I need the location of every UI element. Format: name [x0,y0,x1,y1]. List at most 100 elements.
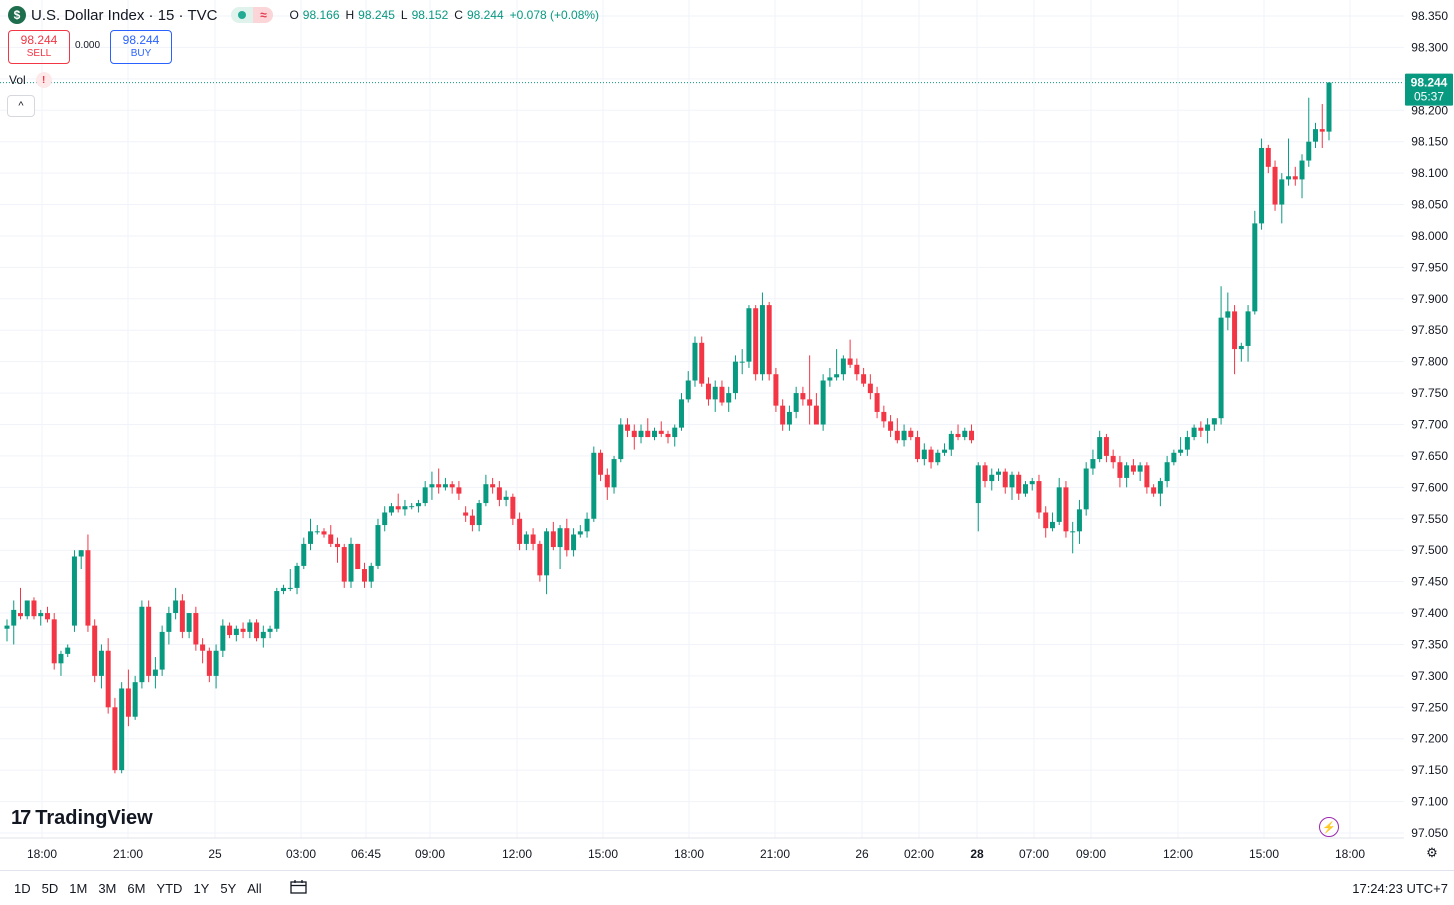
candle-body [834,374,840,378]
candle-body [1211,418,1217,425]
candle-body [948,433,954,450]
candle-body [173,600,179,614]
warning-icon[interactable]: ! [35,72,52,88]
time-axis: 18:00 21:00 25 03:00 06:45 09:00 12:00 15:00 18:… [27,847,1365,861]
time-tick-label: 09:00 [415,847,445,861]
range-1d[interactable]: 1D [14,881,31,896]
candle-body [1002,471,1008,488]
range-ytd[interactable]: YTD [156,881,183,896]
candle-body [820,380,826,425]
candle-body [503,496,509,500]
candle-body [260,631,266,639]
time-tick-label: 25 [208,847,222,861]
sell-button[interactable]: 98.244 SELL [8,30,70,64]
candle-body [1036,481,1042,513]
candle-body [712,386,718,400]
candle-body [395,506,401,510]
candle-body [402,506,408,510]
range-1m[interactable]: 1M [69,881,88,896]
candle-body [456,487,462,494]
price-tick-label: 98.300 [1411,40,1448,54]
sell-label: SELL [26,48,52,59]
candle-body [1218,317,1224,419]
candle-body [112,707,118,771]
candle-body [672,427,678,438]
price-tick-label: 98.350 [1411,9,1448,23]
candle-body [766,305,772,375]
candle-body [523,534,529,544]
time-tick-label: 28 [970,847,984,861]
candle-body [422,487,428,504]
tradingview-logo[interactable]: 17 TradingView [11,807,153,830]
range-buttons: 1D 5D 1M 3M 6M YTD 1Y 5Y All [14,881,262,896]
price-tick-label: 97.250 [1411,700,1448,714]
candle-body [631,430,637,438]
bottom-toolbar: 1D 5D 1M 3M 6M YTD 1Y 5Y All 17:24:23 UT… [0,870,1454,905]
candle-body [166,613,172,632]
symbol-title[interactable]: U.S. Dollar Index · 15 · TVC [31,6,218,24]
candle-body [1299,160,1305,180]
candle-body [1326,82,1332,132]
gear-icon[interactable]: ⚙ [1426,845,1438,860]
range-all[interactable]: All [247,881,262,896]
candle-body [786,411,792,425]
candle-body [179,600,185,632]
candle-body [807,399,813,406]
market-open-icon[interactable] [231,7,254,23]
candle-body [1205,424,1211,431]
candle-body [78,550,84,557]
utc-clock[interactable]: 17:24:23 UTC+7 [1352,881,1448,896]
flash-icon[interactable]: ⚡ [1319,817,1339,837]
candle-body [813,405,819,425]
candle-body [773,374,779,406]
range-6m[interactable]: 6M [127,881,146,896]
range-3m[interactable]: 3M [98,881,117,896]
candle-body [483,484,489,504]
candle-body [827,377,833,381]
candle-body [31,600,37,617]
candle-body [685,380,691,400]
candle-body [746,308,752,362]
time-tick-label: 15:00 [1249,847,1279,861]
candle-body [1144,465,1150,488]
candle-body [1090,459,1096,469]
candle-body [1272,166,1278,205]
collapse-legend-button[interactable]: ^ [7,95,35,117]
candle-body [571,534,577,551]
candle-body [436,484,442,488]
low-label: L [400,8,408,22]
candle-body [1238,345,1244,350]
candle-body [1117,462,1123,478]
candle-body [604,474,610,488]
time-tick-label: 26 [855,847,869,861]
candle-body [308,531,314,544]
candle-body [85,550,91,626]
candle-body [840,358,846,375]
candle-body [227,625,233,636]
candle-body [1178,449,1184,453]
volume-indicator[interactable]: Vol ! [9,72,52,88]
range-5y[interactable]: 5Y [220,881,237,896]
price-tick-label: 97.850 [1411,323,1448,337]
buy-button[interactable]: 98.244 BUY [110,30,172,64]
spread-value: 0.000 [75,40,101,51]
candle-body [888,421,894,431]
candle-body [517,518,523,544]
candle-body [247,622,253,632]
calendar-icon[interactable] [290,879,308,895]
tradingview-name: TradingView [35,807,153,829]
symbol-legend[interactable]: $ U.S. Dollar Index · 15 · TVC ≈ O 98.166… [8,4,601,26]
candle-body [382,512,388,526]
price-tick-label: 97.150 [1411,763,1448,777]
candle-body [975,465,981,504]
range-1y[interactable]: 1Y [193,881,210,896]
candle-body [1049,521,1055,529]
candle-body [186,613,192,632]
range-5d[interactable]: 5D [41,881,59,896]
high-label: H [345,8,355,22]
candle-body [287,587,293,589]
delayed-data-icon[interactable]: ≈ [253,7,274,23]
candle-body [476,503,482,526]
